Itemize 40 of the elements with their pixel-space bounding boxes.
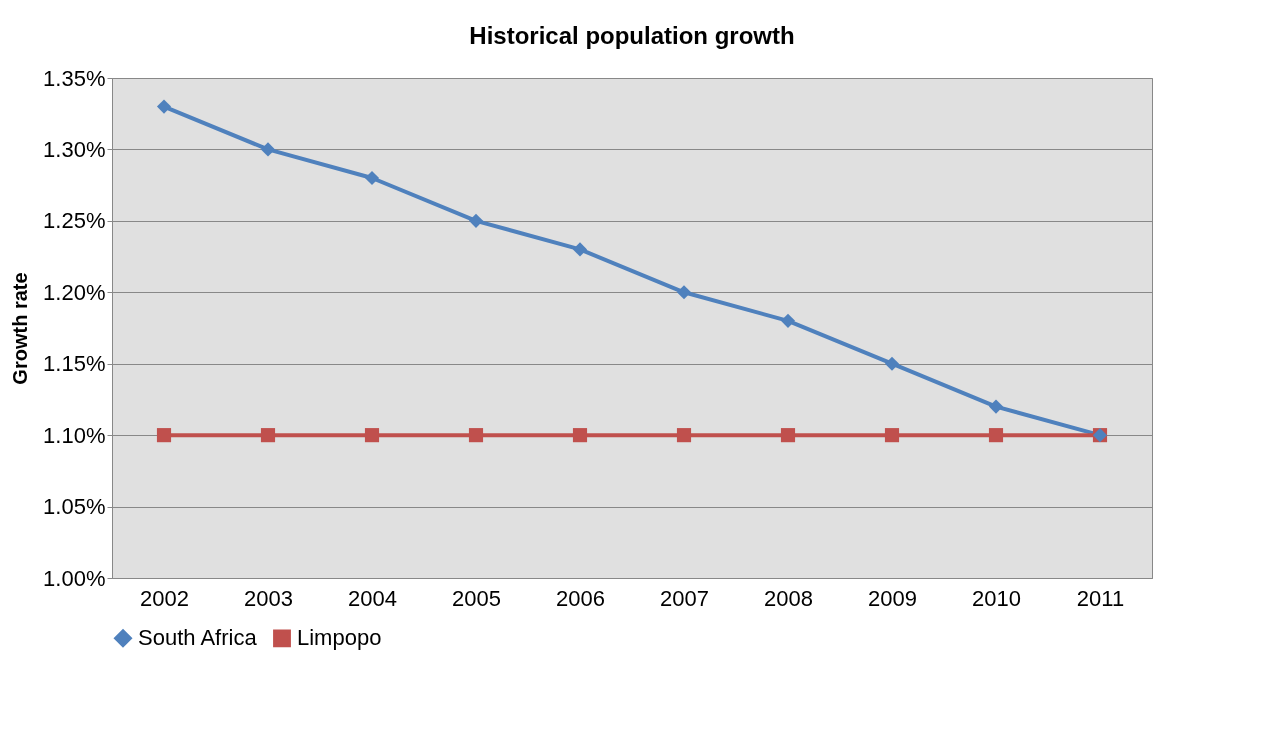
point — [988, 428, 1004, 443]
point — [364, 428, 380, 443]
y-tick-label: 1.30% — [43, 136, 106, 162]
point — [468, 428, 484, 443]
x-tick-label: 2009 — [868, 585, 917, 611]
y-tick-label: 1.15% — [43, 351, 106, 377]
x-tick-label: 2004 — [348, 585, 397, 611]
chart-title: Historical population growth — [469, 22, 795, 49]
x-tick-label: 2011 — [1076, 585, 1125, 611]
x-tick-label: 2007 — [660, 585, 709, 611]
y-tick-label: 1.05% — [43, 494, 106, 520]
y-tick-label: 1.20% — [43, 279, 106, 305]
point — [468, 213, 484, 228]
point — [780, 428, 796, 443]
x-tick-label: 2003 — [244, 585, 293, 611]
x-tick-label: 2002 — [140, 585, 189, 611]
point — [884, 356, 900, 371]
legend-label: South Africa — [138, 625, 258, 651]
x-tick-label: 2005 — [452, 585, 501, 611]
legend-label: Limpopo — [297, 625, 382, 651]
y-tick-label: 1.35% — [43, 65, 106, 91]
point — [676, 285, 692, 300]
point — [260, 428, 276, 443]
point — [676, 428, 692, 443]
point — [884, 428, 900, 443]
point — [572, 428, 588, 443]
point — [988, 399, 1004, 414]
x-tick-label: 2010 — [972, 585, 1021, 611]
point — [156, 99, 172, 114]
point — [260, 142, 276, 157]
x-tick-label: 2008 — [764, 585, 813, 611]
y-axis-title: Growth rate — [9, 272, 32, 385]
point — [156, 428, 172, 443]
point — [780, 313, 796, 328]
x-tick-label: 2006 — [556, 585, 605, 611]
y-tick-label: 1.25% — [43, 208, 106, 234]
point — [364, 170, 380, 186]
y-tick-label: 1.00% — [43, 565, 106, 591]
point — [572, 242, 588, 257]
y-tick-label: 1.10% — [43, 422, 106, 448]
